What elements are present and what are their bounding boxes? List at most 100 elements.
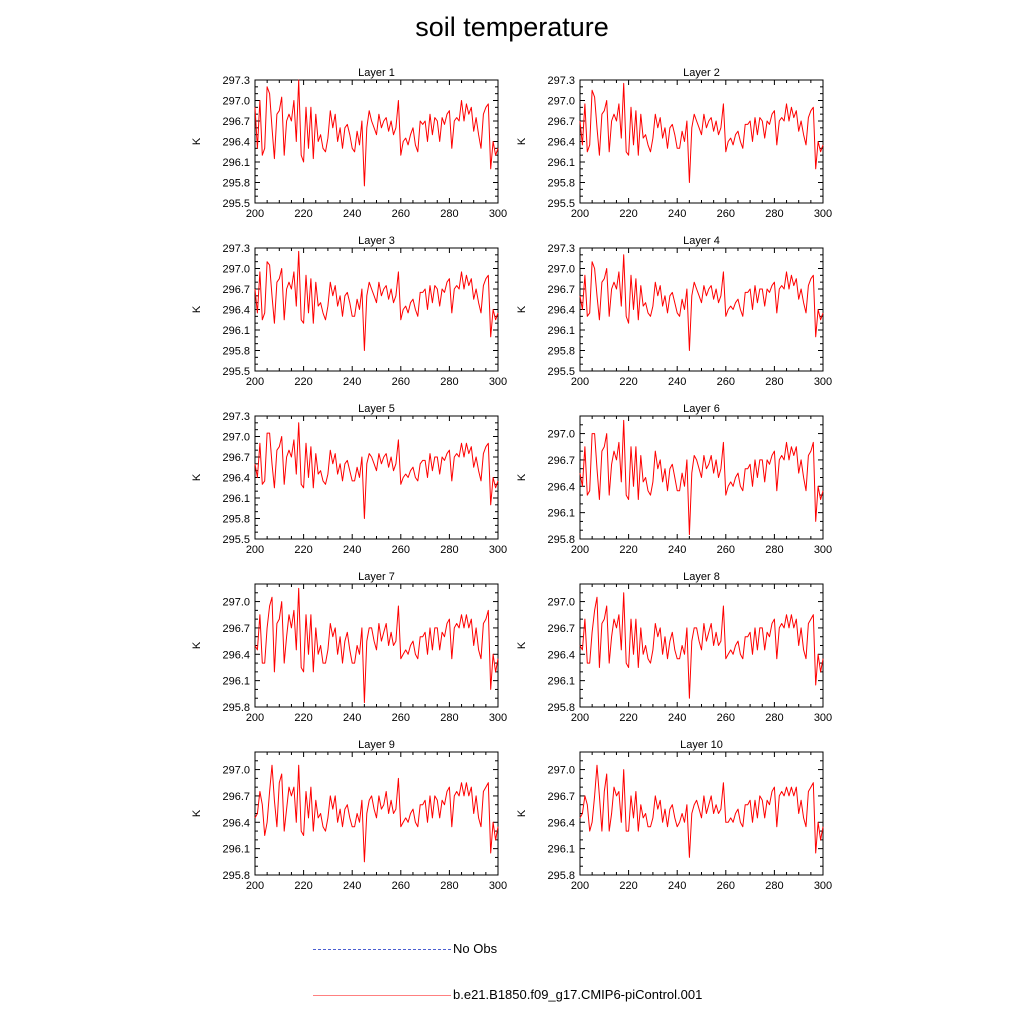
y-tick-label: 297.0 [222,432,250,444]
x-tick-label: 200 [571,544,589,556]
panel-title: Layer 10 [680,739,723,751]
y-tick-label: 296.4 [222,473,250,485]
x-tick-label: 280 [765,544,783,556]
y-tick-label: 297.0 [547,264,575,276]
legend-item-model: b.e21.B1850.f09_g17.CMIP6-piControl.001 [313,986,733,1006]
y-tick-label: 297.0 [222,765,250,777]
y-tick-label: 296.1 [547,844,575,856]
y-tick-label: 295.5 [222,198,250,210]
x-tick-label: 220 [619,880,637,892]
y-axis-label: K [191,473,203,481]
x-tick-label: 260 [392,376,410,388]
y-tick-label: 296.1 [547,325,575,337]
x-tick-label: 280 [440,544,458,556]
x-tick-label: 200 [246,544,264,556]
x-tick-label: 200 [246,208,264,220]
x-tick-label: 260 [392,208,410,220]
plot-frame [254,247,499,372]
panel-title: Layer 2 [683,67,720,79]
x-tick-label: 300 [489,880,507,892]
y-tick-label: 296.4 [547,137,575,149]
panel-title: Layer 4 [683,235,720,247]
x-tick-label: 260 [717,712,735,724]
x-tick-label: 220 [619,208,637,220]
y-tick-label: 296.4 [222,137,250,149]
x-tick-label: 260 [717,544,735,556]
y-tick-label: 297.0 [547,429,575,441]
x-tick-label: 300 [489,208,507,220]
y-tick-label: 295.8 [547,702,575,714]
x-tick-label: 200 [246,712,264,724]
y-tick-label: 295.8 [222,702,250,714]
y-tick-label: 296.1 [222,676,250,688]
chart-panel-5: Layer 5 K 200 220 240 260 280 300 297.3 297.0 296.… [191,403,507,556]
panel-title: Layer 9 [358,739,395,751]
x-tick-label: 220 [294,712,312,724]
x-tick-label: 200 [571,712,589,724]
x-tick-label: 300 [489,376,507,388]
x-tick-label: 240 [343,208,361,220]
y-tick-label: 296.1 [547,157,575,169]
y-tick-label: 295.5 [222,366,250,378]
x-tick-label: 220 [294,544,312,556]
y-tick-label: 296.7 [222,623,250,635]
legend-swatch-obs [313,949,451,950]
series-line [579,592,824,699]
y-tick-label: 296.4 [547,649,575,661]
y-tick-label: 297.0 [547,765,575,777]
chart-panel-1: Layer 1 K 200 220 240 260 280 300 297.3 297.0 296.… [191,67,507,220]
x-tick-label: 300 [814,208,832,220]
x-tick-label: 260 [392,544,410,556]
y-tick-label: 297.3 [547,75,575,87]
panel-title: Layer 7 [358,571,395,583]
x-tick-label: 300 [814,712,832,724]
series-line [579,764,824,858]
y-tick-label: 295.8 [547,346,575,358]
y-axis-label: K [516,473,528,481]
y-axis-label: K [191,137,203,145]
series-line [579,419,824,536]
y-tick-label: 296.7 [222,452,250,464]
y-tick-label: 297.3 [222,243,250,255]
x-tick-label: 280 [440,880,458,892]
chart-panel-2: Layer 2 K 200 220 240 260 280 300 297.3 297.0 296.… [516,67,832,220]
y-axis-label: K [516,641,528,649]
x-tick-label: 240 [343,880,361,892]
y-tick-label: 296.7 [547,116,575,128]
x-tick-label: 240 [343,712,361,724]
x-tick-label: 280 [765,880,783,892]
x-tick-label: 260 [717,880,735,892]
panel-title: Layer 1 [358,67,395,79]
legend-label-obs: No Obs [453,941,498,956]
y-tick-label: 297.3 [222,75,250,87]
y-tick-label: 296.1 [222,157,250,169]
x-tick-label: 200 [246,880,264,892]
page-title: soil temperature [415,12,609,42]
y-tick-label: 296.1 [547,508,575,520]
y-tick-label: 295.5 [547,198,575,210]
chart-panel-9: Layer 9 K 200 220 240 260 280 300 297.0 296.7 296.… [191,739,507,892]
y-tick-label: 295.8 [547,178,575,190]
x-tick-label: 240 [668,544,686,556]
y-axis-label: K [191,809,203,817]
chart-panel-3: Layer 3 K 200 220 240 260 280 300 297.3 297.0 296.… [191,235,507,388]
y-tick-label: 297.0 [222,264,250,276]
y-tick-label: 296.4 [547,481,575,493]
y-tick-label: 296.7 [547,455,575,467]
x-tick-label: 300 [814,880,832,892]
x-tick-label: 220 [294,208,312,220]
y-tick-label: 296.7 [222,791,250,803]
x-tick-label: 200 [571,208,589,220]
x-tick-label: 280 [765,712,783,724]
y-tick-label: 295.5 [222,534,250,546]
legend-label-model: b.e21.B1850.f09_g17.CMIP6-piControl.001 [453,987,703,1002]
x-tick-label: 240 [668,712,686,724]
x-tick-label: 280 [440,376,458,388]
y-tick-label: 296.7 [547,623,575,635]
x-tick-label: 260 [717,376,735,388]
x-tick-label: 220 [294,880,312,892]
chart-panel-8: Layer 8 K 200 220 240 260 280 300 297.0 296.7 296.… [516,571,832,724]
y-tick-label: 297.3 [222,411,250,423]
y-tick-label: 296.1 [547,676,575,688]
x-tick-label: 260 [392,712,410,724]
